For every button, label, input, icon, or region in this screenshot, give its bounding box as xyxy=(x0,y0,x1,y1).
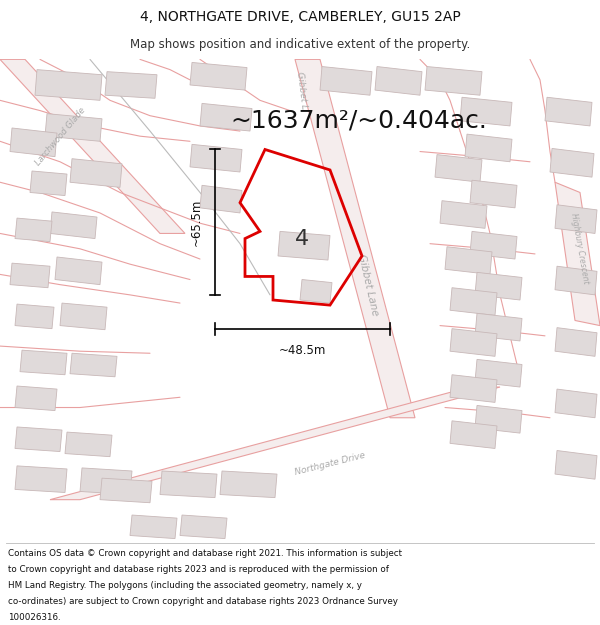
Polygon shape xyxy=(70,159,122,188)
Polygon shape xyxy=(190,144,242,172)
Polygon shape xyxy=(20,350,67,375)
Text: Gibbet Lane: Gibbet Lane xyxy=(356,253,380,316)
Polygon shape xyxy=(15,218,52,242)
Polygon shape xyxy=(278,231,330,260)
Polygon shape xyxy=(475,272,522,300)
Text: 4, NORTHGATE DRIVE, CAMBERLEY, GU15 2AP: 4, NORTHGATE DRIVE, CAMBERLEY, GU15 2AP xyxy=(140,9,460,24)
Polygon shape xyxy=(50,387,500,499)
Polygon shape xyxy=(10,128,57,157)
Polygon shape xyxy=(130,515,177,539)
Polygon shape xyxy=(30,171,67,196)
Polygon shape xyxy=(460,98,512,126)
Polygon shape xyxy=(470,231,517,259)
Polygon shape xyxy=(435,154,482,182)
Text: Gibbet L: Gibbet L xyxy=(295,71,309,109)
Text: to Crown copyright and database rights 2023 and is reproduced with the permissio: to Crown copyright and database rights 2… xyxy=(8,565,389,574)
Text: Contains OS data © Crown copyright and database right 2021. This information is : Contains OS data © Crown copyright and d… xyxy=(8,549,402,558)
Polygon shape xyxy=(475,313,522,341)
Polygon shape xyxy=(15,466,67,492)
Polygon shape xyxy=(220,471,277,498)
Polygon shape xyxy=(555,182,600,326)
Polygon shape xyxy=(105,72,157,98)
Text: HM Land Registry. The polygons (including the associated geometry, namely x, y: HM Land Registry. The polygons (includin… xyxy=(8,581,362,590)
Text: ~65.5m: ~65.5m xyxy=(190,199,203,246)
Polygon shape xyxy=(555,328,597,356)
Polygon shape xyxy=(200,186,242,213)
Polygon shape xyxy=(200,103,252,131)
Text: ~1637m²/~0.404ac.: ~1637m²/~0.404ac. xyxy=(230,109,487,132)
Polygon shape xyxy=(0,59,185,234)
Polygon shape xyxy=(555,205,597,234)
Polygon shape xyxy=(35,69,102,101)
Text: ~48.5m: ~48.5m xyxy=(279,344,326,357)
Polygon shape xyxy=(550,149,594,177)
Polygon shape xyxy=(160,471,217,498)
Text: Northgate Drive: Northgate Drive xyxy=(294,451,366,477)
Polygon shape xyxy=(45,114,102,141)
Polygon shape xyxy=(190,62,247,90)
Polygon shape xyxy=(445,247,492,274)
Polygon shape xyxy=(450,288,497,316)
Polygon shape xyxy=(450,421,497,449)
Polygon shape xyxy=(15,304,54,329)
Polygon shape xyxy=(65,432,112,457)
Polygon shape xyxy=(450,329,497,356)
Polygon shape xyxy=(50,212,97,239)
Polygon shape xyxy=(475,359,522,387)
Polygon shape xyxy=(465,134,512,162)
Polygon shape xyxy=(545,98,592,126)
Polygon shape xyxy=(295,59,415,418)
Polygon shape xyxy=(375,66,422,95)
Polygon shape xyxy=(180,515,227,539)
Text: 100026316.: 100026316. xyxy=(8,613,61,622)
Polygon shape xyxy=(80,468,132,494)
Polygon shape xyxy=(300,279,332,303)
Polygon shape xyxy=(475,406,522,433)
Polygon shape xyxy=(10,263,50,288)
Text: Highbury Crescent: Highbury Crescent xyxy=(569,213,590,285)
Polygon shape xyxy=(15,427,62,451)
Text: 4: 4 xyxy=(295,229,309,249)
Polygon shape xyxy=(15,386,57,411)
Polygon shape xyxy=(55,257,102,284)
Text: co-ordinates) are subject to Crown copyright and database rights 2023 Ordnance S: co-ordinates) are subject to Crown copyr… xyxy=(8,597,398,606)
Polygon shape xyxy=(555,266,597,295)
Polygon shape xyxy=(100,478,152,502)
Polygon shape xyxy=(450,375,497,402)
Polygon shape xyxy=(60,303,107,330)
Text: Larchwood Glade: Larchwood Glade xyxy=(33,106,87,167)
Polygon shape xyxy=(440,201,487,228)
Polygon shape xyxy=(70,353,117,377)
Polygon shape xyxy=(555,389,597,418)
Polygon shape xyxy=(320,66,372,95)
Polygon shape xyxy=(425,66,482,95)
Polygon shape xyxy=(470,180,517,208)
Text: Map shows position and indicative extent of the property.: Map shows position and indicative extent… xyxy=(130,38,470,51)
Polygon shape xyxy=(555,451,597,479)
